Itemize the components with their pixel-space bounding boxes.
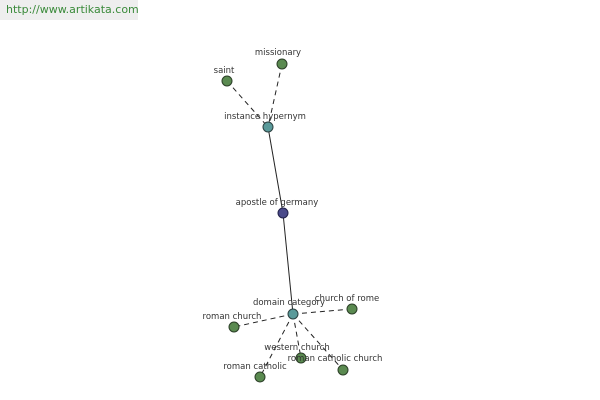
node[interactable]	[262, 121, 274, 133]
edge	[292, 308, 353, 315]
node-label: roman catholic	[223, 362, 287, 372]
node[interactable]	[295, 352, 307, 364]
node-label: missionary	[255, 48, 301, 58]
node[interactable]	[221, 75, 233, 87]
node[interactable]	[276, 58, 288, 70]
node[interactable]	[228, 321, 240, 333]
edge	[226, 80, 269, 128]
edge	[233, 313, 294, 328]
node[interactable]	[277, 207, 289, 219]
node-label: roman church	[203, 312, 262, 322]
nodes	[221, 58, 358, 383]
node-label: saint	[214, 66, 235, 76]
labels: saint missionary instance hypernym apost…	[203, 48, 383, 372]
node[interactable]	[287, 308, 299, 320]
node-label: domain category	[253, 298, 325, 308]
edge	[292, 313, 344, 371]
edge	[267, 63, 283, 128]
edges	[226, 63, 353, 378]
node-label: western church	[264, 343, 329, 353]
node-label: church of rome	[315, 294, 379, 304]
edge	[282, 212, 294, 315]
site-url[interactable]: http://www.artikata.com	[0, 0, 139, 20]
node-label: instance hypernym	[224, 112, 306, 122]
edge	[267, 126, 284, 214]
edge	[259, 313, 294, 378]
edge	[292, 313, 302, 359]
node[interactable]	[337, 364, 349, 376]
node-label: apostle of germany	[236, 198, 319, 208]
node-label: roman catholic church	[288, 354, 383, 364]
node[interactable]	[346, 303, 358, 315]
node[interactable]	[254, 371, 266, 383]
